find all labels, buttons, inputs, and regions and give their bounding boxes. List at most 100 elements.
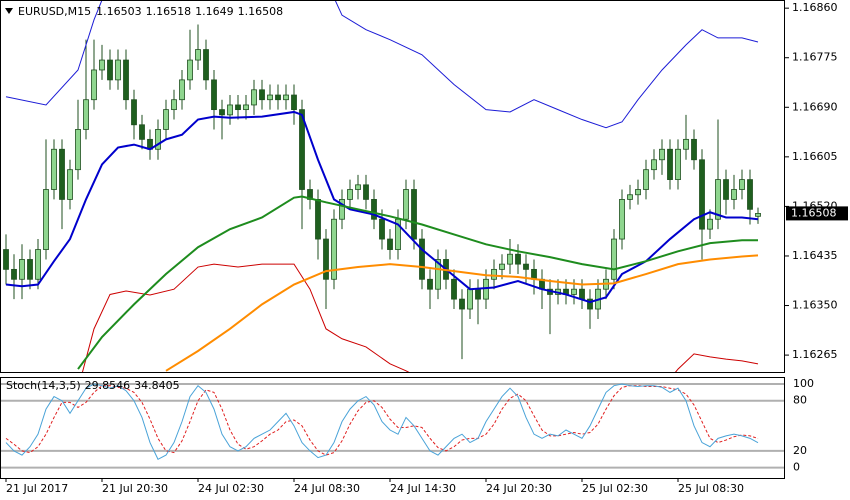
candle-body [731, 189, 737, 200]
candle-body [355, 184, 361, 190]
candle-body [475, 288, 481, 300]
stoch-main-line [5, 383, 759, 460]
candle-body [435, 259, 441, 290]
candle-body [467, 288, 473, 310]
x-tick-label: 21 Jul 20:30 [102, 482, 168, 495]
candle-body [491, 268, 497, 280]
candle-body [267, 94, 273, 101]
candle-body [459, 298, 465, 310]
candle-body [59, 148, 65, 200]
candle-body [91, 69, 97, 101]
candle-body [155, 129, 161, 150]
candle-body [259, 89, 265, 101]
current-price-label: 1.16508 [791, 206, 837, 219]
candle-body [363, 184, 369, 200]
candle-body [131, 99, 137, 126]
candle-body [635, 189, 641, 196]
candle-body [723, 179, 729, 200]
candle-body [659, 148, 665, 161]
candle-body [219, 109, 225, 116]
last-close: 1.16508 [238, 5, 284, 18]
candle-body [451, 278, 457, 300]
candle-body [243, 104, 249, 111]
stoch-level-label: 20 [793, 444, 807, 457]
candle-body [323, 238, 329, 280]
y-tick-label: 1.16860 [792, 1, 838, 14]
stoch-signal-last: 34.8405 [134, 379, 180, 392]
candle-body [179, 79, 185, 101]
candle-body [739, 179, 745, 190]
y-tick-label: 1.16350 [792, 299, 838, 312]
x-tick-label: 24 Jul 08:30 [294, 482, 360, 495]
candle-body [579, 288, 585, 300]
indicator-line [165, 254, 759, 372]
candle-body [123, 59, 129, 101]
candle-body [35, 249, 41, 280]
candle-body [715, 179, 721, 220]
candle-body [339, 199, 345, 220]
x-tick-label: 21 Jul 2017 [6, 482, 68, 495]
candle-body [379, 218, 385, 240]
stoch-level-label: 80 [793, 394, 807, 407]
stoch-plot [1, 383, 784, 469]
axes: 1.168601.167751.166901.166051.165201.164… [5, 1, 848, 495]
candle-body [331, 218, 337, 280]
candle-body [627, 194, 633, 200]
x-tick-label: 24 Jul 02:30 [198, 482, 264, 495]
candle-body [403, 189, 409, 220]
candle-body [523, 263, 529, 270]
candle-body [675, 148, 681, 180]
main-panel [0, 0, 785, 373]
last-low: 1.1649 [195, 5, 234, 18]
candle-body [419, 238, 425, 280]
chart-header: EURUSD,M15 1.16503 1.16518 1.1649 1.16508 [18, 5, 283, 18]
candle-body [163, 109, 169, 130]
indicator-line [77, 195, 758, 370]
y-tick-label: 1.16775 [792, 51, 838, 64]
indicator-line [81, 263, 759, 372]
indicator-line [5, 110, 759, 304]
indicator-line [5, 1, 759, 129]
symbol: EURUSD,M15 [18, 5, 91, 18]
candle-body [107, 59, 113, 81]
candle-body [571, 288, 577, 295]
candle-body [67, 169, 73, 200]
candle-body [683, 138, 689, 150]
candle-body [643, 169, 649, 190]
candle-body [707, 218, 713, 230]
last-open: 1.16503 [96, 5, 142, 18]
stoch-header: Stoch(14,3,5) 29.8546 34.8405 [6, 379, 180, 392]
candle-body [299, 109, 305, 190]
stoch-title: Stoch(14,3,5) [6, 379, 81, 392]
candle-body [19, 259, 25, 280]
candle-body [619, 199, 625, 240]
candle-body [3, 249, 9, 270]
candle-body [211, 79, 217, 111]
candle-body [115, 59, 121, 81]
candle-body [139, 124, 145, 140]
candle-body [507, 253, 513, 265]
current-price-box [786, 206, 848, 221]
candle-body [83, 99, 89, 130]
candle-body [515, 253, 521, 265]
last-high: 1.16518 [146, 5, 192, 18]
candle-body [747, 179, 753, 210]
main-plot [3, 1, 761, 372]
candle-body [11, 268, 17, 280]
x-tick-label: 24 Jul 20:30 [486, 482, 552, 495]
candle-body [235, 104, 241, 111]
candle-body [227, 104, 233, 116]
candle-body [611, 238, 617, 280]
stoch-level-label: 0 [793, 461, 800, 474]
candle-body [291, 94, 297, 111]
menu-triangle[interactable] [5, 8, 13, 14]
candle-body [667, 148, 673, 180]
candle-body [587, 298, 593, 310]
candle-body [203, 49, 209, 81]
y-tick-label: 1.16690 [792, 100, 838, 113]
y-tick-label: 1.16435 [792, 249, 838, 262]
candle-body [187, 59, 193, 81]
candle-body [51, 148, 57, 190]
candle-body [27, 259, 33, 280]
